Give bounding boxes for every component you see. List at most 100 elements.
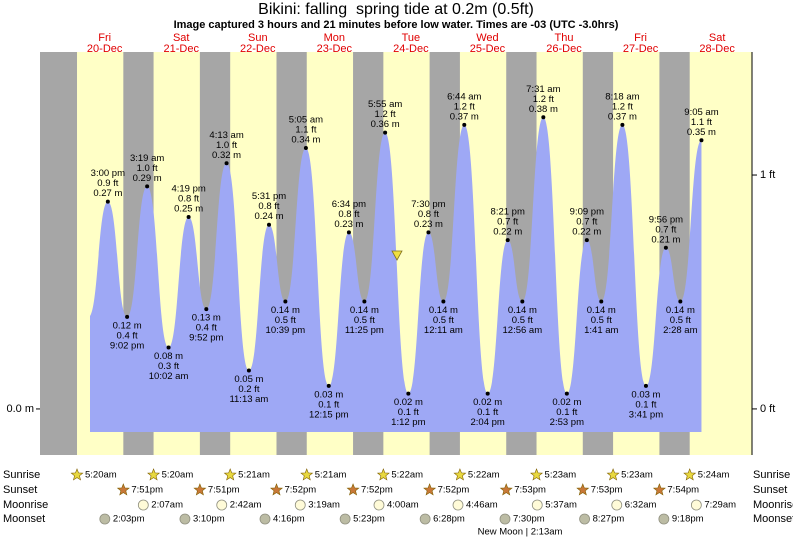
tide-height-ft: 1.2 ft (612, 101, 633, 112)
tide-height-m: 0.29 m (133, 173, 162, 184)
tide-point (105, 199, 110, 204)
sunrise-icon (223, 468, 237, 481)
tide-height-ft: 1.1 ft (691, 117, 712, 128)
tide-point (485, 391, 490, 396)
sunrise-icon (453, 468, 467, 481)
tide-time: 7:30 pm (411, 199, 445, 210)
tide-point (599, 299, 604, 304)
tide-height-ft: 0.1 ft (398, 407, 419, 418)
tide-time: 12:11 am (424, 325, 463, 336)
tide-height-ft: 0.5 ft (591, 315, 612, 326)
tide-time: 4:19 pm (171, 184, 205, 195)
y2-tick-label: 1 ft (760, 169, 775, 181)
tide-height-m: 0.35 m (687, 127, 716, 138)
moonrise-icon (373, 499, 385, 511)
moonrise-icon (216, 499, 228, 511)
y2-tick-label: 0 ft (760, 403, 775, 415)
tide-point (346, 230, 351, 235)
tide-point (283, 299, 288, 304)
sunset-icon (116, 483, 130, 496)
tide-height-m: 0.22 m (493, 227, 522, 238)
moonset-time: 4:16pm (273, 514, 305, 525)
tide-time: 6:44 am (447, 91, 481, 102)
tide-point (383, 130, 388, 135)
tide-height-ft: 1.2 ft (533, 94, 554, 105)
tide-height-m: 0.12 m (113, 320, 142, 331)
tide-time: 4:13 am (209, 130, 243, 141)
tide-height-m: 0.34 m (291, 134, 320, 145)
sunrise-time: 5:23am (621, 470, 653, 481)
moonrise-icon (137, 499, 149, 511)
sunset-time: 7:51pm (131, 485, 163, 496)
moonset-icon (179, 513, 191, 525)
moonset-time: 2:03pm (113, 514, 145, 525)
moonrise-icon (294, 499, 306, 511)
sunrise-time: 5:20am (85, 470, 117, 481)
tide-height-ft: 0.8 ft (338, 209, 359, 220)
tide-point (145, 184, 150, 189)
sunrise-time: 5:20am (162, 470, 194, 481)
moonset-time: 6:28pm (433, 514, 465, 525)
moonrise-time: 4:46am (466, 500, 498, 511)
tide-height-ft: 0.4 ft (196, 323, 217, 334)
day-date: 26-Dec (546, 43, 582, 55)
tide-time: 5:31 pm (252, 191, 286, 202)
day-name: Sat (173, 32, 190, 44)
tide-height-m: 0.37 m (450, 111, 479, 122)
sunrise-time: 5:24am (698, 470, 730, 481)
sunrise-time: 5:22am (468, 470, 500, 481)
moonset-icon (99, 513, 111, 525)
sunset-icon (499, 483, 513, 496)
tide-point (204, 307, 209, 312)
tide-height-ft: 0.5 ft (354, 315, 375, 326)
moonset-icon (419, 513, 431, 525)
moonrise-time: 6:32am (625, 500, 657, 511)
tide-point (426, 230, 431, 235)
day-date: 21-Dec (163, 43, 199, 55)
tide-time: 2:04 pm (471, 417, 505, 428)
day-date: 28-Dec (699, 43, 735, 55)
moonrise-time: 7:29am (704, 500, 736, 511)
now-marker (391, 250, 403, 261)
day-name: Sat (709, 32, 726, 44)
day-date: 24-Dec (393, 43, 429, 55)
sunrise-icon (606, 468, 620, 481)
tide-height-ft: 0.8 ft (178, 194, 199, 205)
sunset-icon (346, 483, 360, 496)
sunset-icon (576, 483, 590, 496)
sunrise-icon (376, 468, 390, 481)
tide-point (326, 383, 331, 388)
day-date: 23-Dec (317, 43, 353, 55)
tide-height-ft: 0.1 ft (556, 407, 577, 418)
tide-height-m: 0.14 m (508, 305, 537, 316)
row-label: Moonset (3, 513, 45, 525)
tide-height-m: 0.14 m (429, 305, 458, 316)
tide-height-m: 0.02 m (394, 397, 423, 408)
tide-height-ft: 1.2 ft (454, 101, 475, 112)
tide-time: 3:19 am (130, 153, 164, 164)
tide-height-m: 0.03 m (314, 389, 343, 400)
row-label: Moonrise (753, 499, 793, 511)
tide-time: 2:28 am (663, 325, 697, 336)
sunset-icon (270, 483, 283, 496)
tide-time: 1:12 pm (391, 417, 425, 428)
moonset-time: 7:30pm (513, 514, 545, 525)
row-label: Sunset (753, 484, 787, 496)
tide-point (678, 299, 683, 304)
chart-title: Bikini: falling spring tide at 0.2m (0.5… (258, 1, 534, 18)
day-name: Thu (555, 32, 574, 44)
row-label: Sunset (3, 484, 37, 496)
tide-point (462, 122, 467, 127)
tide-time: 3:41 pm (629, 409, 663, 420)
moonset-time: 3:10pm (193, 514, 225, 525)
tide-height-ft: 1.0 ft (137, 163, 158, 174)
moonrise-time: 5:37am (545, 500, 577, 511)
tide-area (90, 117, 702, 432)
tide-point (520, 299, 525, 304)
day-name: Wed (476, 32, 498, 44)
row-label: Moonset (753, 513, 793, 525)
tide-point (186, 215, 191, 220)
tide-height-m: 0.37 m (608, 111, 637, 122)
moonrise-time: 2:07am (151, 500, 183, 511)
